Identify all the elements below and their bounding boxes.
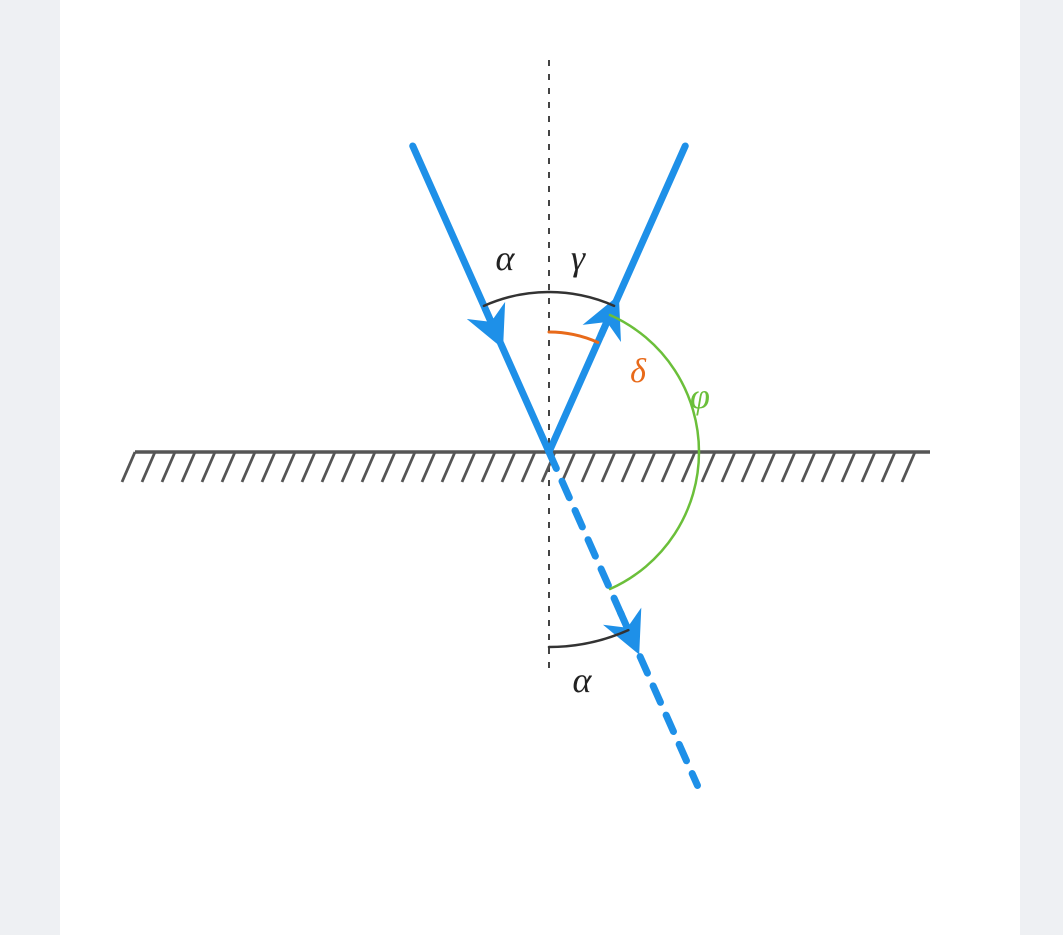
label-delta: δ <box>630 353 647 390</box>
label-alpha_bot: α <box>573 660 593 700</box>
label-alpha_top: α <box>496 238 516 278</box>
label-phi: φ <box>690 376 710 416</box>
reflection-diagram: α γ δ φ α <box>0 0 1063 935</box>
diagram-panel <box>60 0 1020 935</box>
label-gamma: γ <box>571 238 586 278</box>
